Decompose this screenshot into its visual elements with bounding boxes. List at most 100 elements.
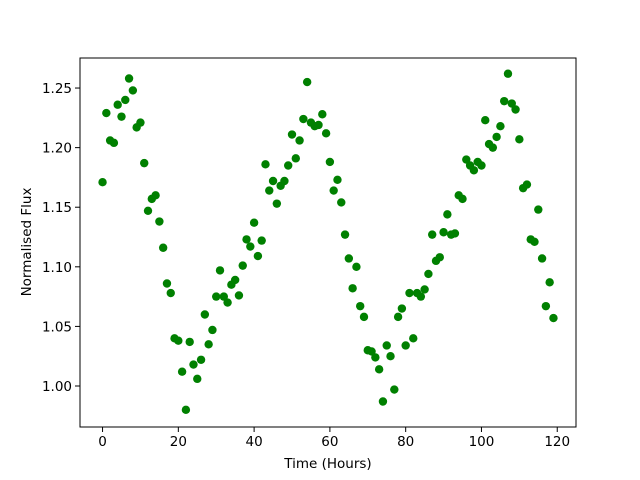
data-point [166,288,175,298]
data-point [405,288,414,298]
data-point [204,340,213,349]
y-tick-label: 1.25 [42,81,72,97]
data-point [102,108,111,118]
data-point [439,228,448,237]
data-point [124,74,134,83]
data-point [325,157,335,167]
x-tick-label: 60 [321,434,338,450]
data-point [302,77,312,87]
data-point [382,341,391,350]
data-point [223,298,232,307]
x-tick-label: 80 [397,434,414,450]
data-point [109,138,119,148]
x-tick-label: 0 [98,434,107,450]
data-point [189,360,198,369]
data-point [268,176,278,186]
y-tick-label: 1.15 [42,200,72,216]
data-point [291,154,300,163]
y-tick-label: 1.05 [42,319,72,335]
y-axis-label: Normalised Flux [19,188,35,297]
y-tick-label: 1.20 [42,141,72,157]
data-point [215,266,225,275]
y-tick-label: 1.00 [42,379,72,395]
data-point [98,177,107,187]
data-point [352,262,361,272]
x-tick-label: 100 [469,434,495,450]
data-point [234,291,244,300]
data-point [378,397,388,406]
x-tick-label: 120 [544,434,570,450]
data-point [253,251,263,261]
data-point [530,237,539,246]
data-point [162,279,172,288]
x-tick-label: 20 [170,434,187,450]
data-point [257,236,266,245]
data-point [477,161,486,170]
data-point [242,235,251,244]
data-point [462,155,471,164]
data-point [181,405,191,415]
data-point [511,105,520,114]
data-point [359,312,369,322]
data-point [340,230,350,239]
data-point [265,186,274,195]
data-point [193,374,202,384]
data-point [314,120,323,130]
data-point [117,112,126,121]
data-point [174,336,183,345]
data-point [295,136,304,145]
data-point [143,206,153,215]
data-point [492,132,501,142]
data-point [344,254,354,263]
data-point [200,310,210,319]
data-point [329,186,338,195]
data-point [337,198,346,207]
data-point [496,121,505,131]
data-point [158,243,168,252]
data-point [507,99,516,108]
data-point [534,205,543,214]
data-point [128,86,138,95]
data-point [151,191,160,200]
data-point [499,96,509,106]
data-point [155,217,164,226]
data-point [450,229,460,238]
data-point [249,218,259,227]
data-point [420,285,429,294]
data-point [503,69,513,78]
data-point [393,312,403,322]
data-point [424,269,433,279]
data-point [545,278,554,287]
data-point [458,194,467,204]
data-point [299,114,308,124]
data-point [272,199,282,208]
plot-frame [79,57,577,428]
data-point [230,275,240,285]
x-tick-label: 40 [246,434,263,450]
data-point [333,175,342,185]
data-point [113,100,122,109]
data-point [246,242,255,251]
data-point [140,158,149,168]
data-point [541,301,551,311]
data-point [386,352,395,361]
data-point [367,347,376,356]
data-point [409,334,418,343]
data-point [401,341,410,350]
data-point [416,292,426,301]
data-point [212,292,221,301]
data-point [238,261,247,270]
data-point [177,367,187,376]
y-tick-label: 1.10 [42,260,72,276]
data-point [185,337,194,347]
data-point [443,210,452,219]
data-point [121,95,130,105]
data-point [549,313,558,323]
data-point [488,143,498,152]
data-point [284,161,293,170]
data-point [348,284,357,293]
x-axis-label: Time (Hours) [283,456,371,472]
data-point [435,253,444,262]
